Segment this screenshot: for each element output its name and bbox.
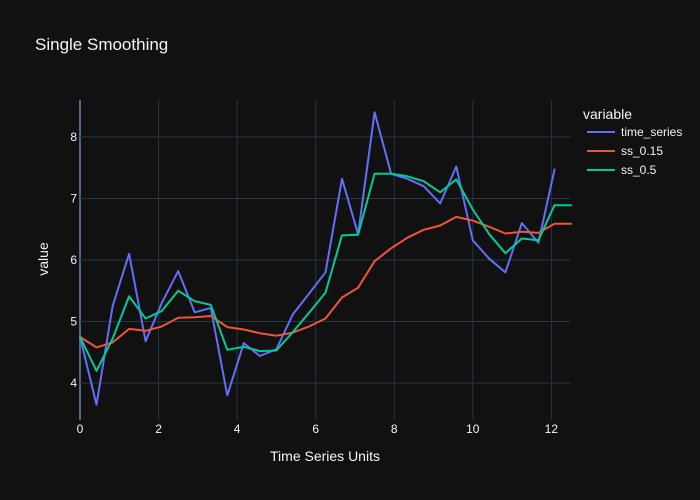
x-tick-label: 4 [234,422,241,436]
series-lines [79,111,572,406]
x-tick-label: 2 [155,422,162,436]
series-line-ss_0.5[interactable] [79,172,572,372]
legend[interactable]: variable time_series ss_0.15 ss_0.5 [583,106,682,177]
series-line-time_series[interactable] [79,111,556,406]
y-tick-label: 8 [70,130,77,144]
x-tick-label: 6 [312,422,319,436]
x-tick-label: 12 [545,422,559,436]
legend-label: ss_0.15 [621,144,663,158]
legend-label: time_series [621,125,682,139]
y-tick-label: 4 [70,376,77,390]
y-tick-label: 5 [70,315,77,329]
legend-title: variable [583,106,632,122]
x-tick-label: 0 [77,422,84,436]
chart-title: Single Smoothing [35,35,168,54]
legend-label: ss_0.5 [621,163,657,177]
x-tick-label: 8 [391,422,398,436]
legend-item-ss_0.15[interactable]: ss_0.15 [587,144,663,158]
legend-item-time_series[interactable]: time_series [587,125,682,139]
x-tick-label: 10 [466,422,480,436]
tick-labels: 0 2 4 6 8 10 12 4 5 6 7 8 [70,130,558,436]
y-axis-title: value [35,242,51,276]
y-tick-label: 6 [70,253,77,267]
y-tick-label: 7 [70,191,77,205]
x-axis-title: Time Series Units [270,448,380,464]
series-line-ss_0.15[interactable] [79,215,572,349]
legend-item-ss_0.5[interactable]: ss_0.5 [587,163,657,177]
gridlines [79,100,571,420]
